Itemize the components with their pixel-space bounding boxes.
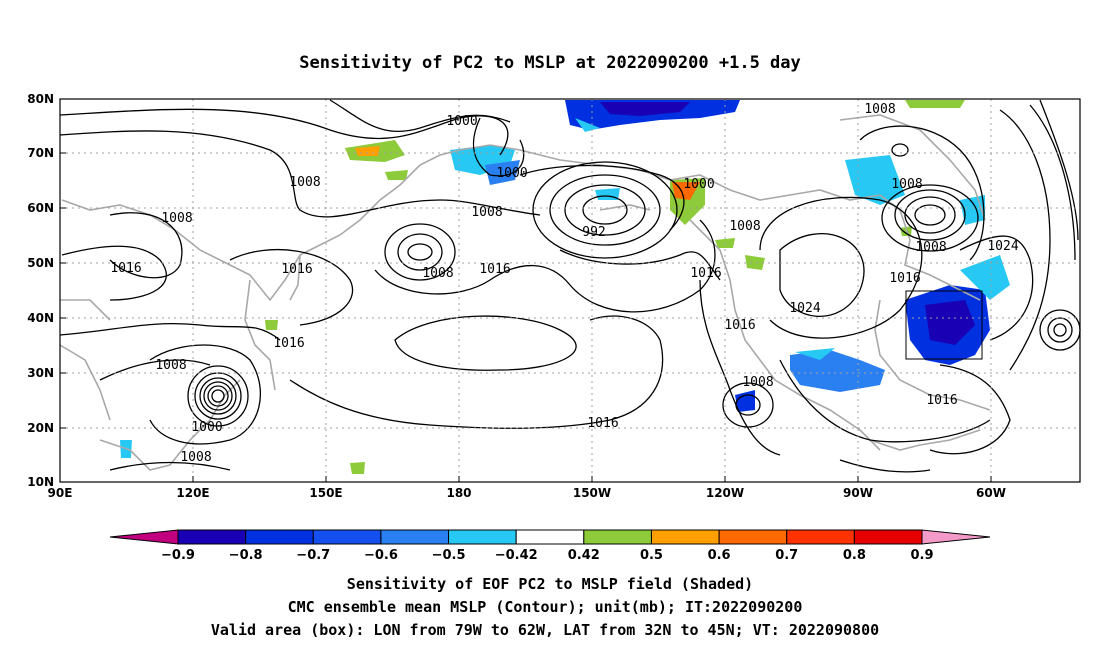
colorbar-segment <box>380 529 450 545</box>
colorbar-segment <box>650 529 720 545</box>
colorbar-label: −0.8 <box>229 548 263 563</box>
colorbar-segment <box>312 529 382 545</box>
contour-label: 1016 <box>587 416 618 431</box>
lon-tick-label: 120W <box>706 486 744 500</box>
shade-positive-small2 <box>745 255 765 270</box>
shade-negative-arctic-core <box>600 102 690 116</box>
lon-labels: 90E 120E 150E 180 150W 120W 90W 60W <box>48 486 1006 500</box>
lat-tick-label: 80N <box>27 92 54 106</box>
colorbar-label: −0.7 <box>296 548 330 563</box>
contour-label: 1000 <box>496 166 527 181</box>
shade-positive-small4 <box>265 320 278 330</box>
contour-label: 992 <box>582 225 605 240</box>
caption-line-3: Valid area (box): LON from 79W to 62W, L… <box>211 621 879 639</box>
colorbar-label: −0.42 <box>495 548 538 563</box>
colorbar-label: −0.5 <box>432 548 466 563</box>
valid-area-box <box>905 290 983 360</box>
colorbar-label: 0.6 <box>708 548 731 563</box>
lon-tick-label: 90W <box>843 486 873 500</box>
contour-label: 1008 <box>155 358 186 373</box>
contour-label: 1008 <box>161 211 192 226</box>
shade-negative-subtropic <box>790 350 885 392</box>
sensitivity-shading <box>120 100 1010 474</box>
map-panel: 1000 1000 1008 1008 1008 992 1000 1008 1… <box>27 92 1081 500</box>
colorbar-segment <box>245 529 314 545</box>
shade-negative-atlantic-core <box>925 300 975 345</box>
colorbar-segment <box>853 529 923 545</box>
contour-label: 1024 <box>789 301 820 316</box>
contour-label: 1016 <box>110 261 141 276</box>
contour-label: 1008 <box>289 175 320 190</box>
contour-label: 1016 <box>926 393 957 408</box>
colorbar-label: 0.42 <box>568 548 600 563</box>
lat-tick-label: 60N <box>27 201 54 215</box>
lat-tick-label: 20N <box>27 421 54 435</box>
colorbar-label: 0.8 <box>843 548 866 563</box>
colorbar-label: 0.7 <box>775 548 798 563</box>
lat-tick-label: 40N <box>27 311 54 325</box>
contour-label: 1008 <box>729 219 760 234</box>
lat-tick-label: 50N <box>27 256 54 270</box>
shade-negative-siberia2 <box>485 160 520 185</box>
colorbar-segment <box>583 529 652 545</box>
lon-tick-label: 150E <box>309 486 342 500</box>
lat-tick-label: 10N <box>27 475 54 489</box>
lat-labels: 80N 70N 60N 50N 40N 30N 20N 10N <box>27 92 54 489</box>
contour-label: 1008 <box>742 375 773 390</box>
grid-lines <box>60 99 1080 482</box>
contour-label: 1024 <box>987 239 1018 254</box>
lon-tick-label: 150W <box>573 486 611 500</box>
contour-label: 1008 <box>180 450 211 465</box>
contour-label: 1000 <box>683 177 714 192</box>
lon-tick-label: 180 <box>446 486 471 500</box>
shade-positive-small5 <box>385 170 408 180</box>
coastlines <box>59 114 991 471</box>
contour-label: 1016 <box>724 318 755 333</box>
shade-negative-arctic-edge <box>575 118 600 132</box>
contour-label: 1008 <box>915 240 946 255</box>
contour-label: 1016 <box>273 336 304 351</box>
colorbar-label: 0.5 <box>640 548 663 563</box>
caption-line-2: CMC ensemble mean MSLP (Contour); unit(m… <box>288 598 803 616</box>
colorbar-segment <box>177 529 247 545</box>
lat-tick-label: 30N <box>27 366 54 380</box>
shade-positive-small3 <box>350 462 365 474</box>
colorbar-label: −0.9 <box>161 548 195 563</box>
colorbar-label: −0.6 <box>364 548 398 563</box>
shade-positive-greenland <box>905 100 965 108</box>
colorbar-segment <box>718 529 788 545</box>
contour-label: 1000 <box>446 114 477 129</box>
colorbar-extend-low <box>109 529 179 545</box>
mslp-contours <box>59 99 1081 473</box>
shade-negative-atlantic-edge <box>960 255 1010 300</box>
contour-label: 1016 <box>281 262 312 277</box>
contour-label: 1000 <box>191 420 222 435</box>
contour-label: 1016 <box>889 271 920 286</box>
shade-negative-greenland <box>845 155 905 205</box>
contour-label: 1008 <box>864 102 895 117</box>
lon-tick-label: 90E <box>48 486 73 500</box>
lon-tick-label: 120E <box>176 486 209 500</box>
contour-labels: 1000 1000 1008 1008 1008 992 1000 1008 1… <box>110 102 1018 465</box>
colorbar-segment <box>515 529 585 545</box>
shade-negative-subtropic-edge <box>795 348 835 360</box>
lon-tick-label: 60W <box>976 486 1006 500</box>
contour-label: 1016 <box>479 262 510 277</box>
contour-label: 1008 <box>422 266 453 281</box>
colorbar-segment <box>448 529 517 545</box>
colorbar-segment <box>786 529 855 545</box>
colorbar: −0.9 −0.8 −0.7 −0.6 −0.5 −0.42 0.42 0.5 0.6 0.7 0.… <box>109 529 991 563</box>
lat-tick-label: 70N <box>27 146 54 160</box>
caption-line-1: Sensitivity of EOF PC2 to MSLP field (Sh… <box>347 575 753 593</box>
axis-ticks <box>59 98 992 483</box>
contour-label: 1008 <box>471 205 502 220</box>
shade-positive-small6 <box>900 226 912 236</box>
contour-label: 1008 <box>891 177 922 192</box>
colorbar-extend-high <box>921 529 991 545</box>
figure-title: Sensitivity of PC2 to MSLP at 2022090200… <box>299 53 801 73</box>
colorbar-label: 0.9 <box>910 548 933 563</box>
contour-label: 1016 <box>690 266 721 281</box>
